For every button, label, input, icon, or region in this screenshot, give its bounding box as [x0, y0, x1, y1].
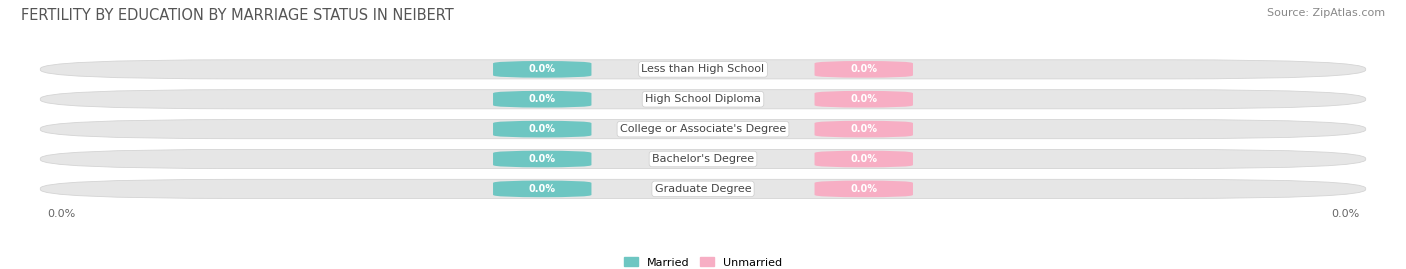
Text: 0.0%: 0.0% [851, 64, 877, 74]
FancyBboxPatch shape [494, 121, 592, 137]
Legend: Married, Unmarried: Married, Unmarried [620, 253, 786, 269]
FancyBboxPatch shape [814, 61, 912, 78]
FancyBboxPatch shape [494, 180, 592, 197]
FancyBboxPatch shape [41, 179, 1365, 199]
Text: 0.0%: 0.0% [851, 154, 877, 164]
FancyBboxPatch shape [814, 91, 912, 108]
FancyBboxPatch shape [814, 180, 912, 197]
FancyBboxPatch shape [41, 119, 1365, 139]
FancyBboxPatch shape [814, 151, 912, 167]
FancyBboxPatch shape [494, 91, 592, 108]
Text: 0.0%: 0.0% [46, 209, 75, 219]
Text: Less than High School: Less than High School [641, 64, 765, 74]
Text: 0.0%: 0.0% [529, 184, 555, 194]
FancyBboxPatch shape [814, 121, 912, 137]
FancyBboxPatch shape [494, 151, 592, 167]
Text: 0.0%: 0.0% [529, 154, 555, 164]
FancyBboxPatch shape [41, 60, 1365, 79]
FancyBboxPatch shape [494, 61, 592, 78]
Text: 0.0%: 0.0% [1331, 209, 1360, 219]
Text: 0.0%: 0.0% [851, 94, 877, 104]
Text: College or Associate's Degree: College or Associate's Degree [620, 124, 786, 134]
Text: 0.0%: 0.0% [851, 184, 877, 194]
Text: FERTILITY BY EDUCATION BY MARRIAGE STATUS IN NEIBERT: FERTILITY BY EDUCATION BY MARRIAGE STATU… [21, 8, 454, 23]
Text: 0.0%: 0.0% [851, 124, 877, 134]
Text: Graduate Degree: Graduate Degree [655, 184, 751, 194]
Text: Source: ZipAtlas.com: Source: ZipAtlas.com [1267, 8, 1385, 18]
Text: 0.0%: 0.0% [529, 94, 555, 104]
Text: High School Diploma: High School Diploma [645, 94, 761, 104]
Text: 0.0%: 0.0% [529, 64, 555, 74]
FancyBboxPatch shape [41, 150, 1365, 169]
FancyBboxPatch shape [41, 90, 1365, 109]
Text: 0.0%: 0.0% [529, 124, 555, 134]
Text: Bachelor's Degree: Bachelor's Degree [652, 154, 754, 164]
